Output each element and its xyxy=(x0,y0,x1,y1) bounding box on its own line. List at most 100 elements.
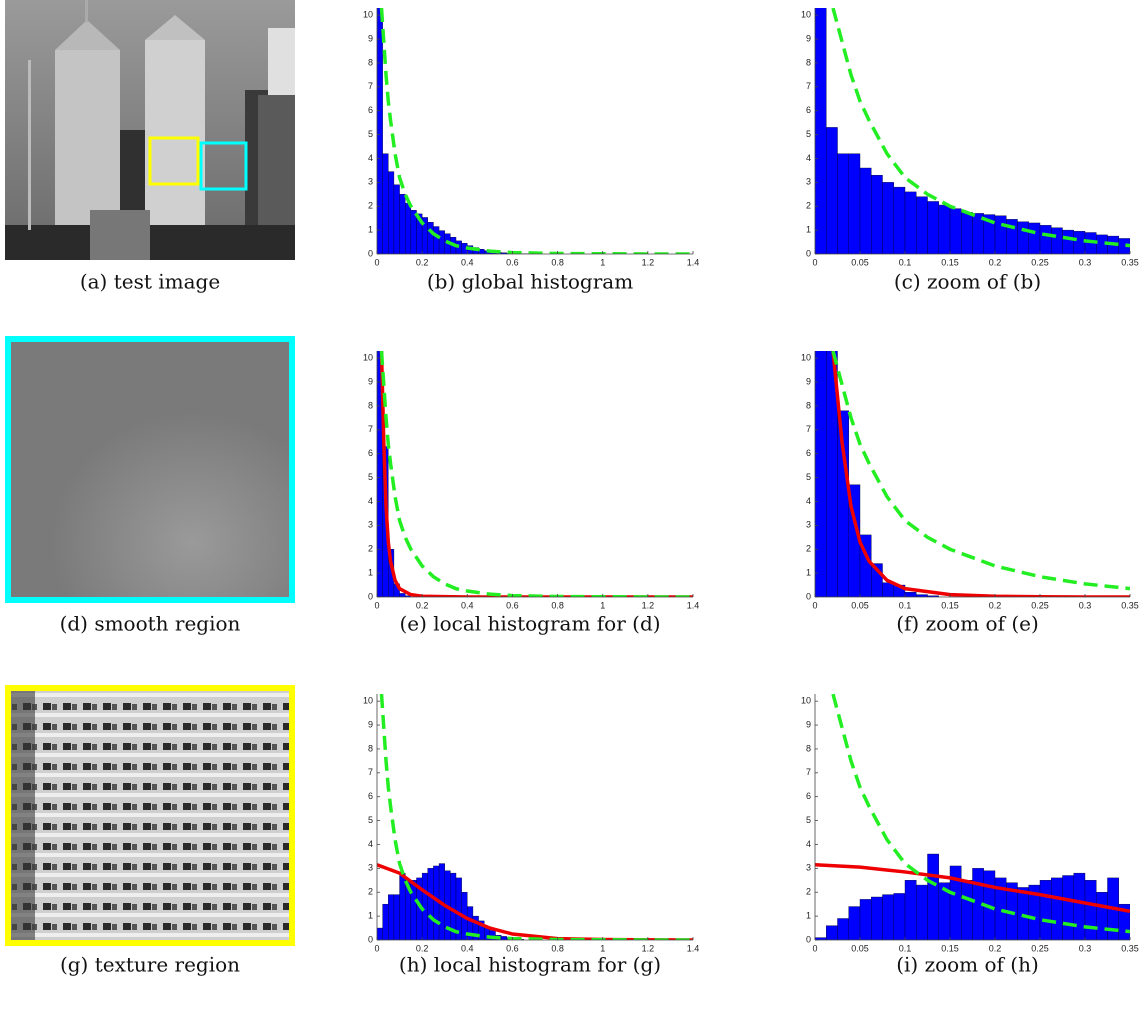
bar xyxy=(871,175,882,254)
bar xyxy=(501,936,507,940)
y-tick-label: 8 xyxy=(806,57,811,67)
bar xyxy=(1051,878,1062,940)
curve xyxy=(382,8,693,254)
bar xyxy=(939,205,950,254)
x-tick-label: 0.35 xyxy=(1121,257,1139,267)
bar xyxy=(905,192,916,254)
y-tick-label: 10 xyxy=(363,696,373,706)
y-tick-label: 6 xyxy=(806,448,811,458)
y-tick-label: 5 xyxy=(368,815,373,825)
y-tick-label: 0 xyxy=(368,248,373,258)
x-tick-label: 0.4 xyxy=(461,257,474,267)
caption: (b) global histogram xyxy=(427,270,633,294)
x-tick-label: 0.05 xyxy=(851,257,869,267)
x-tick-label: 0.05 xyxy=(851,600,869,610)
bar xyxy=(428,222,434,254)
bar xyxy=(394,895,400,940)
y-tick-label: 10 xyxy=(801,353,811,363)
caption: (f) zoom of (e) xyxy=(896,612,1039,636)
bar xyxy=(405,203,411,254)
y-tick-label: 1 xyxy=(806,567,811,577)
caption: (g) texture region xyxy=(60,953,240,977)
bar xyxy=(394,185,400,254)
bar xyxy=(860,899,871,940)
bar xyxy=(826,926,837,940)
bar xyxy=(1074,873,1085,940)
bar xyxy=(838,154,849,254)
bar xyxy=(961,212,972,254)
bar xyxy=(1018,887,1029,940)
plot-area xyxy=(377,694,693,940)
y-tick-label: 2 xyxy=(368,201,373,211)
x-tick-label: 0.15 xyxy=(941,600,959,610)
caption: (h) local histogram for (g) xyxy=(399,953,661,977)
y-tick-label: 9 xyxy=(368,376,373,386)
bar xyxy=(826,127,837,254)
y-tick-label: 4 xyxy=(368,153,373,163)
bar xyxy=(1029,223,1040,254)
bar xyxy=(871,897,882,940)
plot-area xyxy=(377,310,693,597)
y-tick-label: 1 xyxy=(806,910,811,920)
y-tick-label: 10 xyxy=(801,10,811,20)
x-tick-label: 0.35 xyxy=(1121,600,1139,610)
plot-area xyxy=(815,0,1130,254)
y-tick-label: 9 xyxy=(368,719,373,729)
x-tick-label: 1.2 xyxy=(642,600,655,610)
bar xyxy=(1085,880,1096,940)
x-tick-label: 0.2 xyxy=(416,257,429,267)
x-tick-label: 0.1 xyxy=(899,257,912,267)
plot-area xyxy=(377,3,693,254)
curve xyxy=(833,351,1130,589)
bar xyxy=(849,907,860,940)
bar xyxy=(815,0,826,254)
x-tick-label: 0.4 xyxy=(461,600,474,610)
bar xyxy=(916,885,927,940)
bar xyxy=(905,880,916,940)
bar xyxy=(1040,880,1051,940)
bar xyxy=(916,197,927,254)
x-tick-label: 1.4 xyxy=(687,257,700,267)
bar xyxy=(894,893,905,940)
y-tick-label: 3 xyxy=(368,177,373,187)
y-tick-label: 9 xyxy=(806,376,811,386)
plot-area xyxy=(815,310,1130,597)
texture-region-image xyxy=(8,688,292,943)
x-tick-label: 1.2 xyxy=(642,257,655,267)
bar xyxy=(400,593,406,597)
bar xyxy=(928,201,939,254)
x-tick-label: 0.8 xyxy=(551,257,564,267)
bar xyxy=(388,895,394,940)
x-tick-label: 0 xyxy=(812,943,817,953)
x-tick-label: 0.15 xyxy=(941,257,959,267)
bar xyxy=(400,194,406,254)
x-tick-label: 0.8 xyxy=(551,600,564,610)
test-image xyxy=(5,0,295,260)
bar xyxy=(838,919,849,940)
x-tick-label: 1.4 xyxy=(687,600,700,610)
y-tick-label: 1 xyxy=(368,224,373,234)
bar xyxy=(961,880,972,940)
y-tick-label: 7 xyxy=(806,767,811,777)
y-tick-label: 3 xyxy=(806,177,811,187)
y-tick-label: 7 xyxy=(368,424,373,434)
x-tick-label: 0.6 xyxy=(506,600,519,610)
y-tick-label: 9 xyxy=(806,33,811,43)
bar xyxy=(1051,228,1062,254)
y-tick-label: 8 xyxy=(368,400,373,410)
y-tick-label: 2 xyxy=(806,201,811,211)
y-tick-label: 3 xyxy=(368,520,373,530)
bar xyxy=(905,592,916,597)
x-tick-label: 0.3 xyxy=(1079,943,1092,953)
y-tick-label: 5 xyxy=(806,472,811,482)
y-tick-label: 6 xyxy=(368,791,373,801)
y-tick-label: 9 xyxy=(368,33,373,43)
y-tick-label: 2 xyxy=(806,887,811,897)
x-tick-label: 0.2 xyxy=(989,600,1002,610)
y-tick-label: 4 xyxy=(368,839,373,849)
bar xyxy=(422,873,428,940)
y-tick-label: 7 xyxy=(368,81,373,91)
y-tick-label: 4 xyxy=(368,496,373,506)
x-tick-label: 0.1 xyxy=(899,600,912,610)
